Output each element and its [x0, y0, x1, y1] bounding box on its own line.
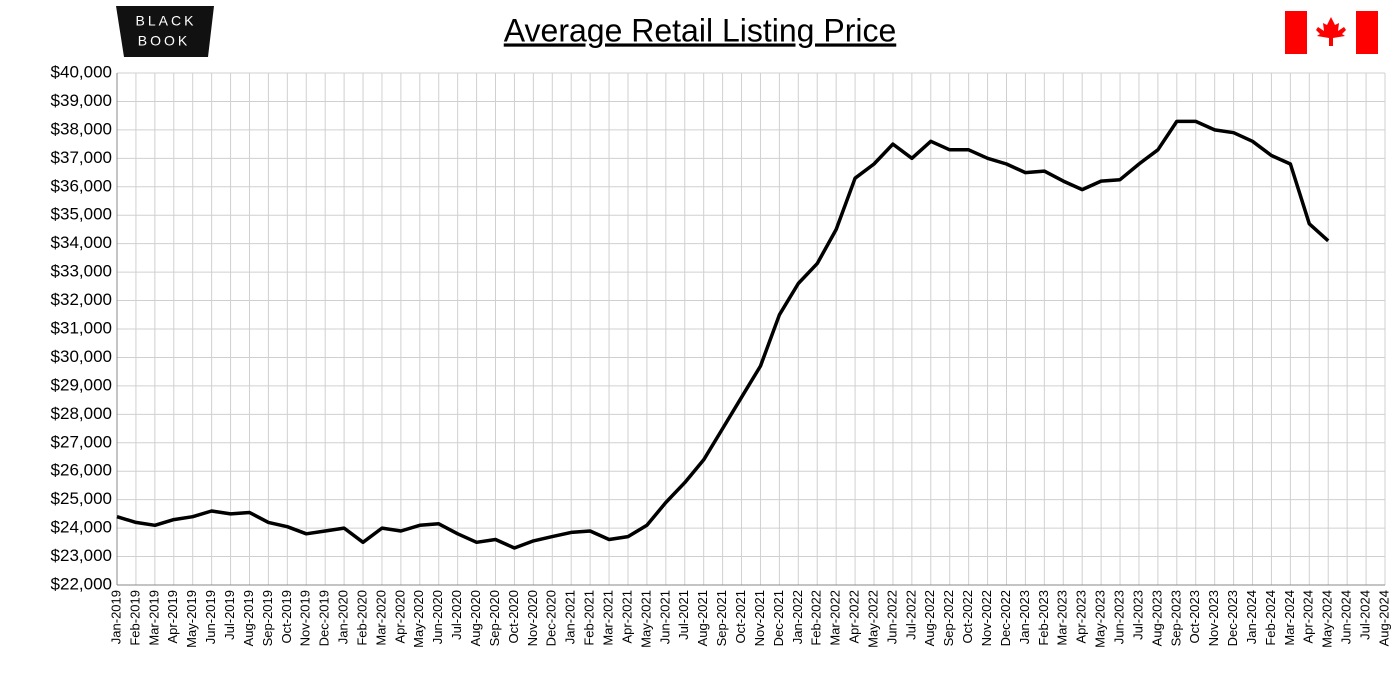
x-tick-label: Apr-2023 [1074, 590, 1089, 643]
x-tick-label: May-2019 [184, 590, 199, 648]
x-tick-label: Jan-2022 [790, 590, 805, 644]
x-tick-label: May-2020 [411, 590, 426, 648]
x-tick-label: Nov-2022 [979, 590, 994, 646]
y-tick-label: $23,000 [51, 546, 112, 565]
x-tick-label: Jul-2024 [1358, 590, 1373, 640]
x-tick-label: Jul-2022 [903, 590, 918, 640]
x-tick-label: Apr-2020 [392, 590, 407, 643]
y-tick-label: $40,000 [51, 62, 112, 81]
x-tick-label: Sep-2023 [1168, 590, 1183, 646]
y-tick-label: $26,000 [51, 461, 112, 480]
flag [1285, 11, 1378, 54]
x-tick-label: May-2021 [638, 590, 653, 648]
x-tick-label: Mar-2020 [373, 590, 388, 646]
flag-bar [1356, 11, 1378, 54]
x-tick-label: Dec-2023 [1225, 590, 1240, 646]
flag-bar [1285, 11, 1307, 54]
x-tick-label: Mar-2022 [828, 590, 843, 646]
x-tick-label: Dec-2019 [317, 590, 332, 646]
logo-text: BOOK [138, 33, 190, 49]
x-tick-label: Jun-2022 [884, 590, 899, 644]
x-tick-label: Jun-2019 [203, 590, 218, 644]
x-tick-label: Feb-2022 [809, 590, 824, 646]
x-tick-label: May-2023 [1093, 590, 1108, 648]
y-tick-label: $31,000 [51, 318, 112, 337]
x-tick-label: Mar-2019 [146, 590, 161, 646]
y-tick-label: $37,000 [51, 148, 112, 167]
x-tick-label: Feb-2019 [127, 590, 142, 646]
y-tick-label: $29,000 [51, 375, 112, 394]
x-tick-label: Dec-2021 [771, 590, 786, 646]
y-tick-label: $28,000 [51, 404, 112, 423]
x-tick-label: Jan-2019 [108, 590, 123, 644]
x-tick-label: Aug-2020 [468, 590, 483, 646]
logo-text: BLACK [136, 13, 197, 29]
x-tick-label: May-2024 [1320, 590, 1335, 648]
y-tick-label: $27,000 [51, 432, 112, 451]
x-tick-label: Aug-2024 [1376, 590, 1391, 646]
x-tick-label: Jul-2021 [676, 590, 691, 640]
x-tick-label: Feb-2021 [582, 590, 597, 646]
y-tick-label: $25,000 [51, 489, 112, 508]
y-tick-label: $34,000 [51, 233, 112, 252]
x-tick-label: Oct-2023 [1187, 590, 1202, 643]
x-tick-label: May-2022 [865, 590, 880, 648]
x-tick-label: Dec-2020 [544, 590, 559, 646]
x-tick-label: Sep-2021 [714, 590, 729, 646]
x-tick-label: Aug-2019 [241, 590, 256, 646]
x-tick-label: Jan-2023 [1017, 590, 1032, 644]
x-tick-label: Jul-2023 [1130, 590, 1145, 640]
x-tick-label: Apr-2024 [1301, 590, 1316, 643]
x-tick-label: Aug-2022 [922, 590, 937, 646]
y-tick-label: $33,000 [51, 262, 112, 281]
y-tick-label: $39,000 [51, 91, 112, 110]
x-tick-label: Oct-2019 [279, 590, 294, 643]
y-tick-label: $30,000 [51, 347, 112, 366]
x-tick-label: Jan-2021 [563, 590, 578, 644]
x-tick-label: Dec-2022 [998, 590, 1013, 646]
x-tick-label: Mar-2021 [600, 590, 615, 646]
y-tick-label: $24,000 [51, 518, 112, 537]
logo-badge [116, 6, 214, 57]
x-tick-label: Apr-2022 [847, 590, 862, 643]
x-tick-label: Nov-2019 [298, 590, 313, 646]
x-tick-label: Nov-2020 [525, 590, 540, 646]
x-tick-label: Sep-2022 [941, 590, 956, 646]
x-tick-label: Jul-2020 [449, 590, 464, 640]
maple-leaf [1316, 17, 1346, 46]
x-tick-label: Feb-2023 [1036, 590, 1051, 646]
x-tick-label: Nov-2023 [1206, 590, 1221, 646]
x-tick-label: Sep-2019 [260, 590, 275, 646]
x-tick-label: Jun-2020 [430, 590, 445, 644]
x-tick-label: Jul-2019 [222, 590, 237, 640]
logo: BLACK BOOK [116, 6, 214, 57]
x-tick-label: Oct-2021 [733, 590, 748, 643]
y-tick-label: $38,000 [51, 119, 112, 138]
x-tick-label: Oct-2020 [506, 590, 521, 643]
y-tick-label: $35,000 [51, 205, 112, 224]
line-series [116, 119, 1330, 550]
x-tick-label: Apr-2021 [619, 590, 634, 643]
x-tick-label: Mar-2023 [1055, 590, 1070, 646]
x-tick-label: Aug-2021 [695, 590, 710, 646]
x-tick-label: Sep-2020 [487, 590, 502, 646]
x-tick-label: Jun-2024 [1339, 590, 1354, 644]
chart-title: Average Retail Listing Price [504, 12, 897, 48]
x-tick-label: Jan-2020 [336, 590, 351, 644]
x-tick-label: Apr-2019 [165, 590, 180, 643]
x-tick-label: Jan-2024 [1244, 590, 1259, 644]
x-tick-label: Nov-2021 [752, 590, 767, 646]
y-tick-label: $22,000 [51, 574, 112, 593]
x-tick-label: Jun-2023 [1111, 590, 1126, 644]
y-tick-label: $36,000 [51, 176, 112, 195]
x-tick-label: Mar-2024 [1282, 590, 1297, 646]
x-tick-label: Feb-2024 [1263, 590, 1278, 646]
y-tick-label: $32,000 [51, 290, 112, 309]
x-tick-label: Jun-2021 [657, 590, 672, 644]
x-tick-label: Aug-2023 [1149, 590, 1164, 646]
x-tick-label: Feb-2020 [354, 590, 369, 646]
x-tick-label: Oct-2022 [960, 590, 975, 643]
